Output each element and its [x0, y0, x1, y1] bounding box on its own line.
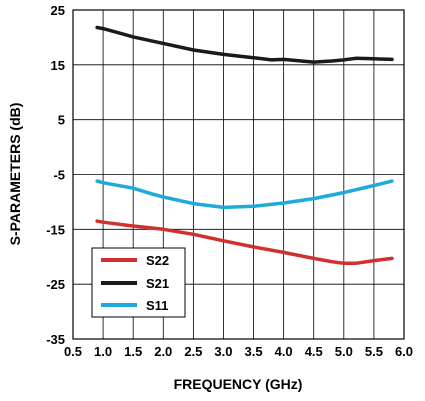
series-line-s11 [95, 179, 394, 210]
legend-label-s11: S11 [146, 298, 168, 313]
x-tick-labels: 0.5 1.0 1.5 2.0 2.5 3.0 3.5 4.0 4.5 5.0 5.5 6.0 [64, 344, 413, 359]
x-tick-label: 2.0 [154, 344, 172, 359]
x-tick-label: 1.5 [124, 344, 142, 359]
x-tick-label: 2.5 [184, 344, 202, 359]
y-tick-label: -5 [53, 168, 65, 183]
x-tick-label: 1.0 [94, 344, 112, 359]
x-tick-label: 4.5 [305, 344, 323, 359]
y-tick-label: -25 [46, 277, 65, 292]
x-tick-label: 5.0 [335, 344, 353, 359]
y-tick-label: 15 [51, 58, 65, 73]
y-tick-label: 5 [58, 113, 65, 128]
x-tick-label: 0.5 [64, 344, 82, 359]
y-tick-labels: 25 15 5 -5 -15 -25 -35 [46, 3, 65, 347]
x-tick-label: 3.0 [214, 344, 232, 359]
legend: S22 S21 S11 [91, 247, 186, 318]
x-tick-label: 3.5 [245, 344, 263, 359]
legend-label-s22: S22 [146, 253, 169, 268]
y-axis-title: S-PARAMETERS (dB) [7, 103, 23, 246]
series-line-s22 [95, 219, 394, 266]
legend-label-s21: S21 [146, 276, 169, 291]
series-lines-layer [95, 25, 394, 266]
x-tick-label: 6.0 [395, 344, 413, 359]
series-line-s21 [95, 25, 394, 64]
y-tick-label: -15 [46, 222, 65, 237]
y-tick-label: 25 [51, 3, 65, 18]
y-tick-label: -35 [46, 332, 65, 347]
x-axis-title: FREQUENCY (GHz) [174, 376, 303, 392]
x-tick-label: 5.5 [365, 344, 383, 359]
plot-frame [72, 9, 405, 340]
x-tick-label: 4.0 [275, 344, 293, 359]
